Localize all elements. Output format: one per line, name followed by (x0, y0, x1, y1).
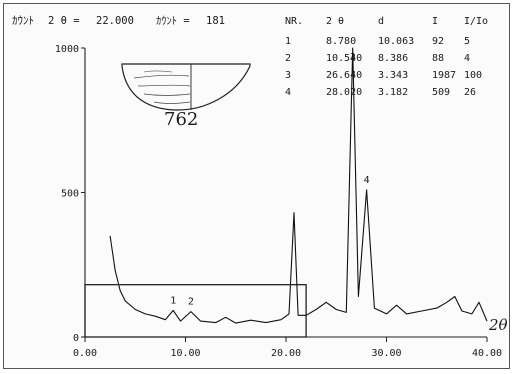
peak-table-column: NR. (285, 16, 303, 27)
x-tick-label: 0.00 (73, 348, 97, 359)
peak-table-cell: 3.343 (378, 70, 408, 81)
peak-label: 1 (170, 295, 176, 306)
peak-label: 3 (350, 52, 356, 63)
y-unit-label: ｶｳﾝﾄ (12, 14, 34, 27)
cursor-y-label: ｶｳﾝﾄ = (156, 15, 190, 27)
plot-area: 1 2 3 4 (84, 47, 488, 338)
y-tick-label: 500 (61, 189, 79, 200)
x-tick-label: 40.00 (472, 348, 502, 359)
peak-table-row: 4 28.020 3.182 509 26 (285, 87, 476, 98)
peak-table-header: NR. 2 θ d I I/Io (285, 16, 488, 27)
peak-table-cell: 1 (285, 36, 291, 47)
y-tick-label: 0 (73, 333, 79, 344)
sample-number: 762 (164, 109, 198, 130)
peak-table-column: 2 θ (326, 16, 344, 27)
peak-table-cell: 4 (464, 53, 470, 64)
peak-table-row: 2 10.540 8.386 88 4 (285, 53, 470, 64)
peak-table-row: 3 26.640 3.343 1987 100 (285, 70, 482, 81)
peak-table-cell: 3.182 (378, 87, 408, 98)
cursor-y-value: 181 (206, 15, 225, 27)
peak-table: NR. 2 θ d I I/Io 1 8.780 10.063 92 5 2 10.540 8.386 8… (285, 16, 488, 98)
cursor-box (84, 284, 307, 338)
peak-table-cell: 10.540 (326, 53, 362, 64)
peak-table-cell: 509 (432, 87, 450, 98)
peak-table-column: I/Io (464, 16, 488, 27)
peak-table-column: d (378, 16, 384, 27)
peak-table-cell: 1987 (432, 70, 456, 81)
peak-table-cell: 2 (285, 53, 291, 64)
x-tick-label: 30.00 (371, 348, 401, 359)
peak-table-cell: 3 (285, 70, 291, 81)
peak-table-cell: 28.020 (326, 87, 362, 98)
peak-table-cell: 100 (464, 70, 482, 81)
peak-table-cell: 10.063 (378, 36, 414, 47)
peak-label: 4 (364, 175, 370, 186)
x-axis-label: 2θ (488, 316, 508, 334)
cursor-x-label: 2 θ = (48, 15, 80, 27)
xrd-chart: ｶｳﾝﾄ 2 θ = 22.000 ｶｳﾝﾄ = 181 762 NR. 2 θ d… (12, 14, 508, 359)
peak-table-cell: 92 (432, 36, 444, 47)
x-tick-label: 20.00 (271, 348, 301, 359)
peak-table-cell: 4 (285, 87, 291, 98)
peak-table-cell: 26 (464, 87, 476, 98)
peak-table-cell: 88 (432, 53, 444, 64)
peak-table-row: 1 8.780 10.063 92 5 (285, 36, 470, 47)
peak-label: 2 (188, 297, 194, 308)
peak-table-cell: 8.386 (378, 53, 408, 64)
peak-table-cell: 8.780 (326, 36, 356, 47)
sample-sketch (121, 63, 251, 111)
peak-table-cell: 5 (464, 36, 470, 47)
x-tick-label: 10.00 (170, 348, 200, 359)
peak-table-cell: 26.640 (326, 70, 362, 81)
series-line (109, 47, 488, 324)
y-tick-label: 1000 (55, 44, 79, 55)
chart-frame: ｶｳﾝﾄ 2 θ = 22.000 ｶｳﾝﾄ = 181 762 NR. 2 θ d… (3, 3, 510, 369)
cursor-x-value: 22.000 (96, 15, 134, 27)
peak-table-column: I (432, 16, 438, 27)
